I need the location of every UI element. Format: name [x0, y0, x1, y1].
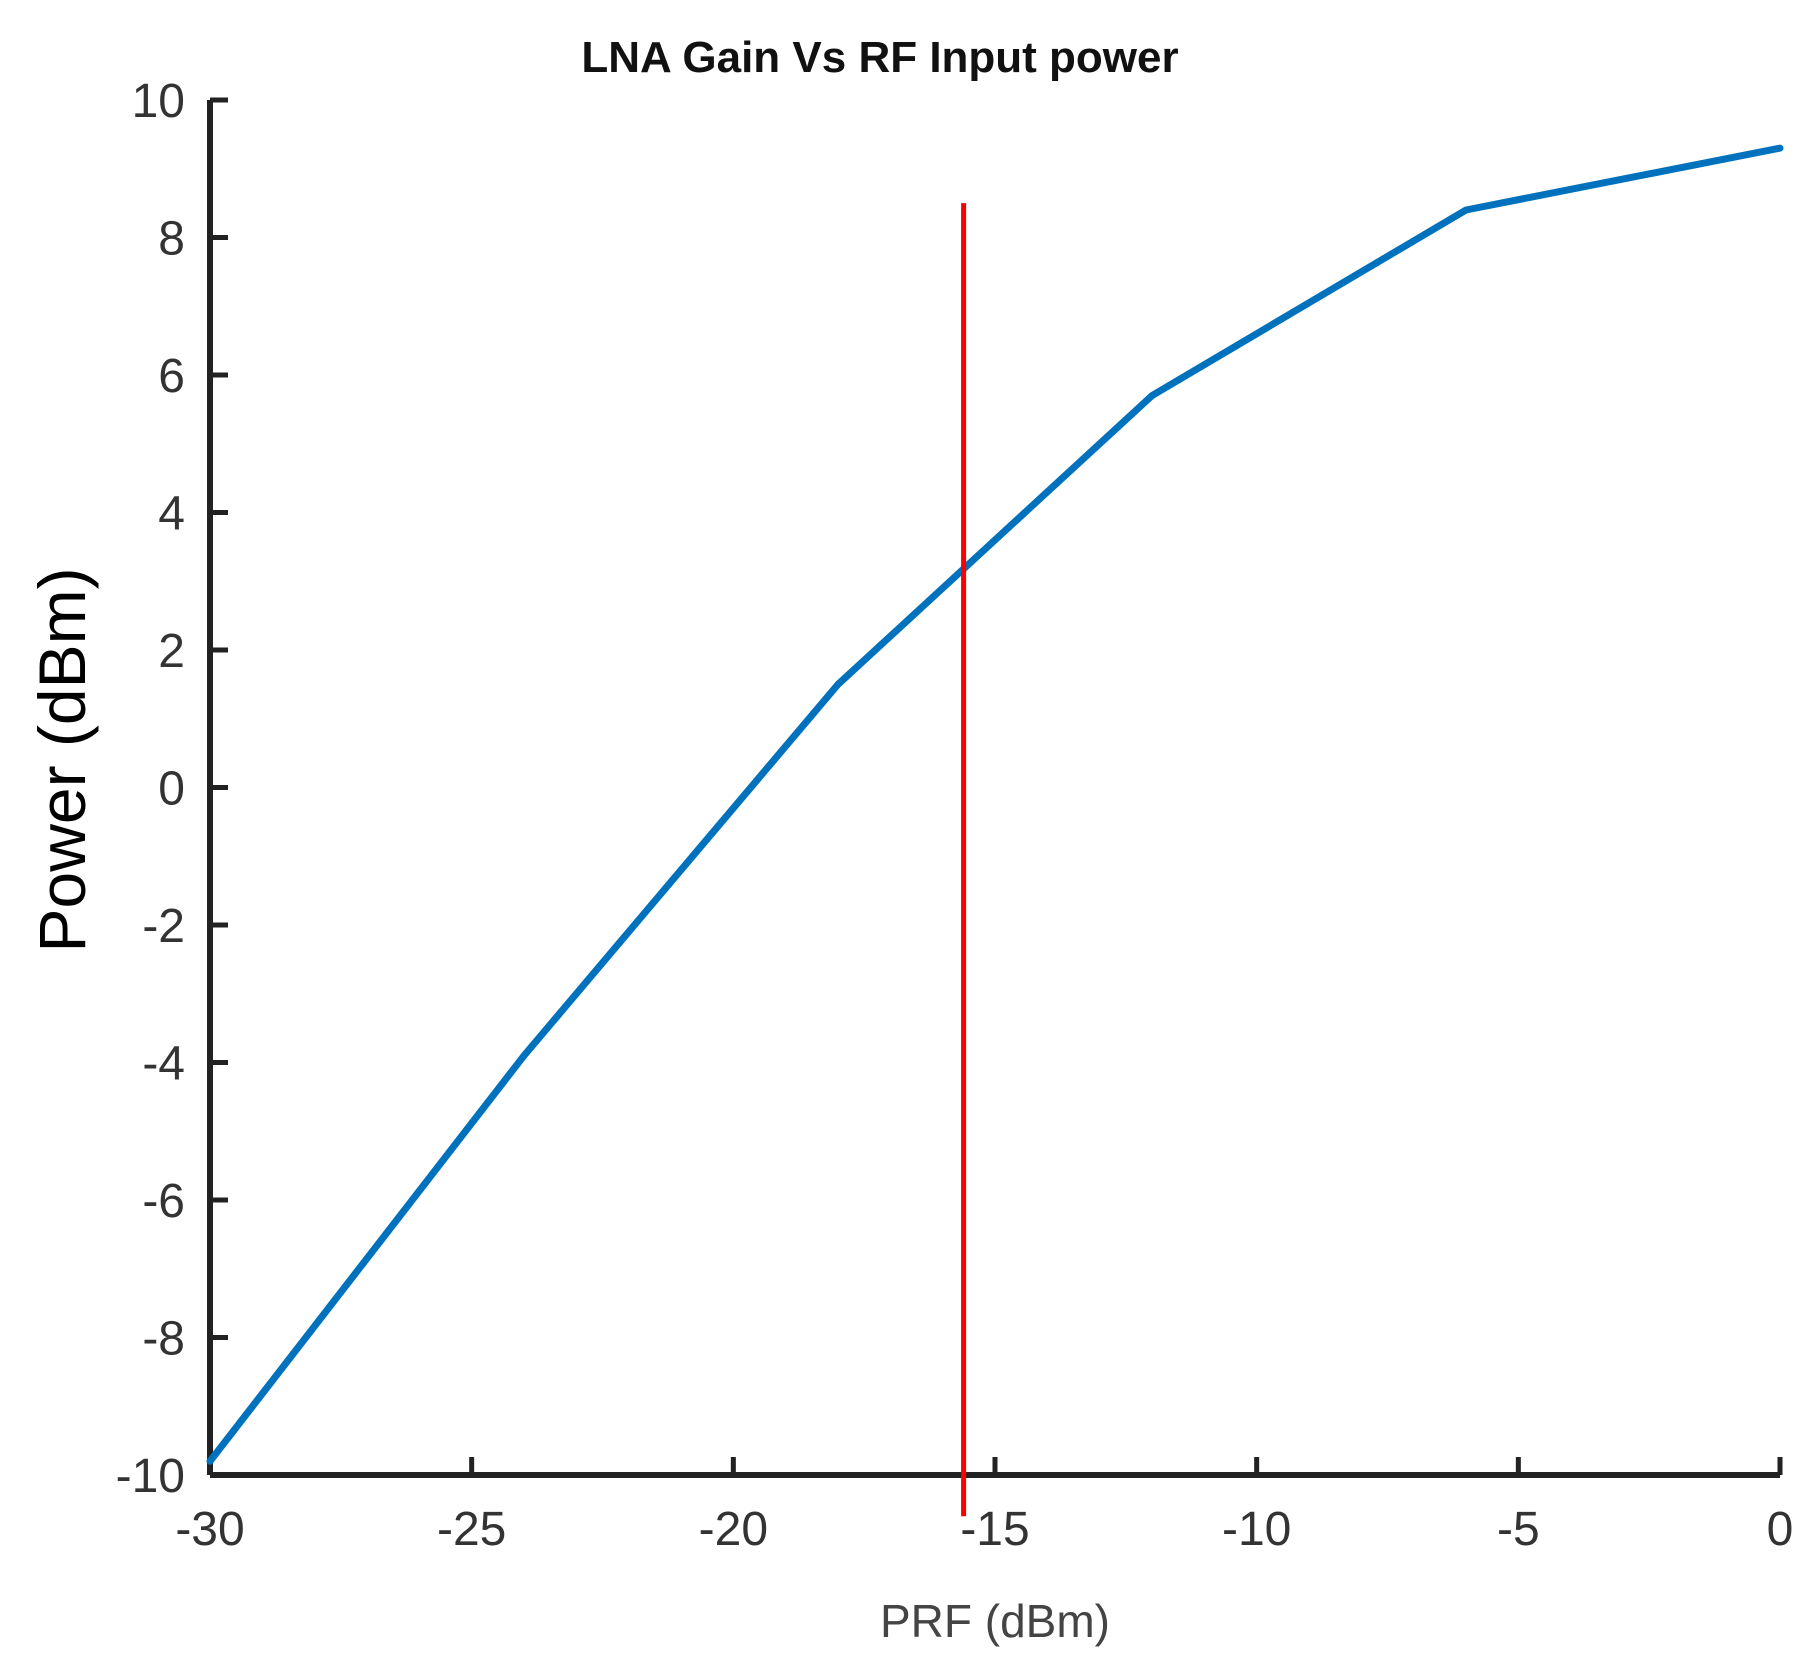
y-tick-label: -6: [142, 1175, 185, 1228]
x-tick-label: -5: [1497, 1503, 1540, 1556]
x-tick-label: -25: [437, 1503, 506, 1556]
y-tick-label: 6: [158, 350, 185, 403]
x-tick-label: -15: [960, 1503, 1029, 1556]
data-point: [207, 1458, 213, 1465]
chart-title: LNA Gain Vs RF Input power: [581, 33, 1178, 82]
y-tick-label: 10: [132, 75, 185, 128]
x-axis-label: PRF (dBm): [880, 1595, 1110, 1647]
data-point: [835, 681, 841, 688]
y-tick-label: -4: [142, 1038, 185, 1091]
y-tick-label: 0: [158, 763, 185, 816]
y-axis-label: Power (dBm): [25, 567, 99, 952]
x-tick-label: -20: [699, 1503, 768, 1556]
y-tick-label: 4: [158, 488, 185, 541]
data-point: [1777, 145, 1783, 152]
x-tick-label: -30: [175, 1503, 244, 1556]
y-tick-label: -10: [116, 1450, 185, 1503]
y-tick-label: -2: [142, 900, 185, 953]
x-tick-label: -10: [1222, 1503, 1291, 1556]
y-tick-label: 8: [158, 213, 185, 266]
y-tick-label: -8: [142, 1313, 185, 1366]
data-point: [1149, 392, 1155, 399]
data-point: [521, 1052, 527, 1059]
axes: [207, 100, 1780, 1478]
series: [206, 144, 1784, 1465]
series-line: [206, 144, 1784, 1465]
x-tick-label: 0: [1767, 1503, 1794, 1556]
data-point: [1463, 207, 1469, 213]
y-tick-label: 2: [158, 625, 185, 678]
